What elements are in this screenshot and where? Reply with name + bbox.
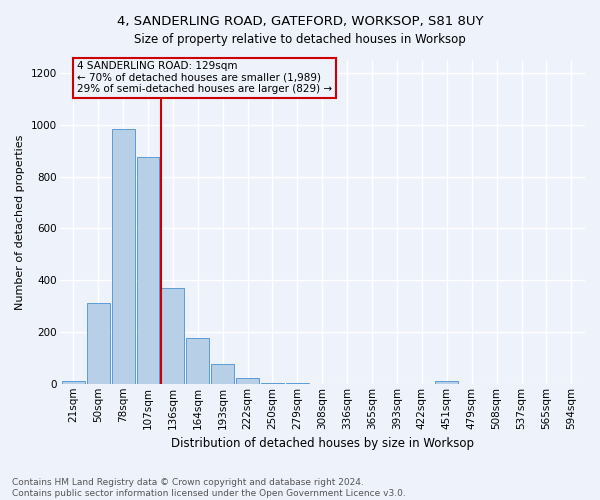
- Bar: [211, 364, 234, 384]
- Bar: [236, 378, 259, 384]
- Bar: [161, 288, 184, 384]
- Text: Size of property relative to detached houses in Worksop: Size of property relative to detached ho…: [134, 32, 466, 46]
- Text: Contains HM Land Registry data © Crown copyright and database right 2024.
Contai: Contains HM Land Registry data © Crown c…: [12, 478, 406, 498]
- Y-axis label: Number of detached properties: Number of detached properties: [15, 134, 25, 310]
- Bar: [87, 304, 110, 384]
- Bar: [286, 383, 309, 384]
- Bar: [112, 128, 134, 384]
- X-axis label: Distribution of detached houses by size in Worksop: Distribution of detached houses by size …: [171, 437, 474, 450]
- Bar: [261, 383, 284, 384]
- Text: 4 SANDERLING ROAD: 129sqm
← 70% of detached houses are smaller (1,989)
29% of se: 4 SANDERLING ROAD: 129sqm ← 70% of detac…: [77, 62, 332, 94]
- Bar: [137, 157, 160, 384]
- Text: 4, SANDERLING ROAD, GATEFORD, WORKSOP, S81 8UY: 4, SANDERLING ROAD, GATEFORD, WORKSOP, S…: [117, 15, 483, 28]
- Bar: [436, 381, 458, 384]
- Bar: [187, 338, 209, 384]
- Bar: [62, 381, 85, 384]
